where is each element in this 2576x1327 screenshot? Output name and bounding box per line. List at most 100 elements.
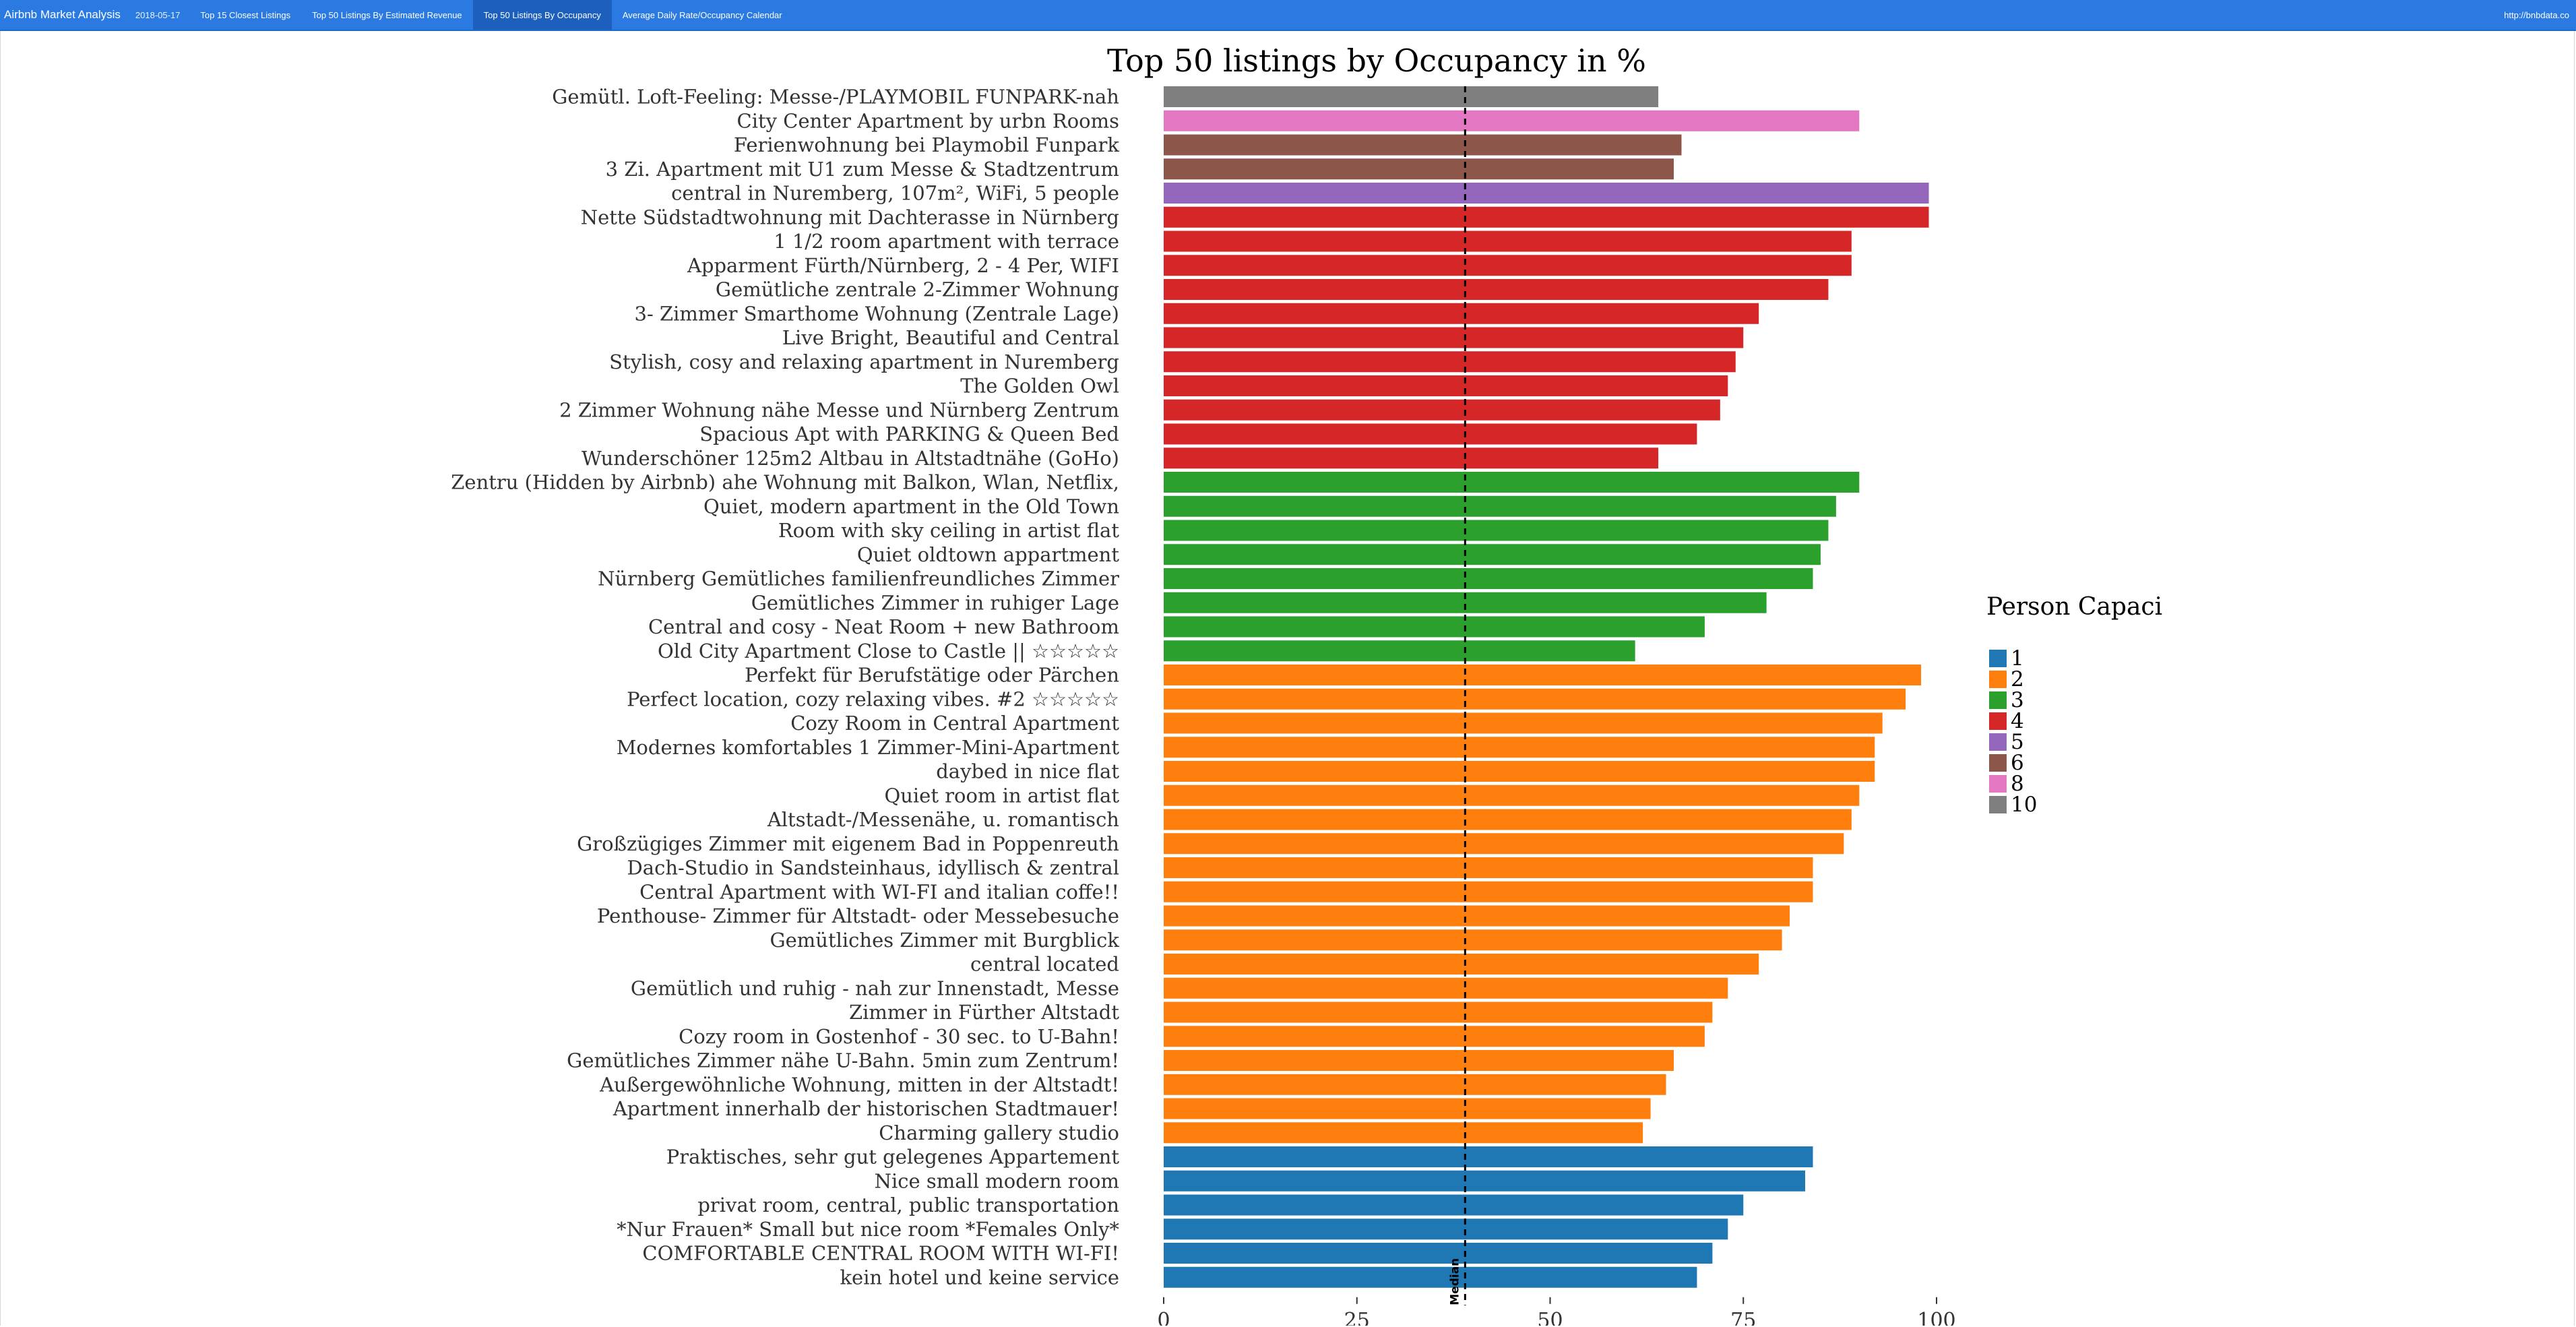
bar <box>1164 279 1829 300</box>
legend-swatch <box>1989 775 2007 793</box>
legend-swatch <box>1989 650 2007 667</box>
median-group: Median <box>1448 86 1466 1305</box>
legend-label: 4 <box>2011 709 2024 733</box>
content-frame <box>0 31 2575 1326</box>
bar-label: Room with sky ceiling in artist flat <box>778 519 1120 542</box>
bar <box>1164 954 1759 975</box>
bar <box>1164 134 1682 156</box>
bar-label: 3- Zimmer Smarthome Wohnung (Zentrale La… <box>635 302 1119 325</box>
bar-label: daybed in nice flat <box>936 760 1119 783</box>
report-date: 2018-05-17 <box>135 9 181 20</box>
bar <box>1164 784 1860 806</box>
bar-label: 1 1/2 room apartment with terrace <box>774 230 1119 253</box>
bar-label: Central and cosy - Neat Room + new Bathr… <box>648 615 1119 638</box>
legend-swatch <box>1989 671 2007 688</box>
bar <box>1164 495 1836 517</box>
bar-label: COMFORTABLE CENTRAL ROOM WITH WI-FI! <box>642 1242 1119 1265</box>
median-label: Median <box>1448 1258 1462 1305</box>
legend-title: Person Capaci <box>1986 593 2162 621</box>
bar-label: Quiet oldtown appartment <box>857 543 1119 566</box>
x-tick-label: 25 <box>1344 1309 1370 1326</box>
bar-label: *Nur Frauen* Small but nice room *Female… <box>617 1218 1119 1241</box>
tab-adr-occupancy-calendar[interactable]: Average Daily Rate/Occupancy Calendar <box>622 9 782 20</box>
x-tick-label: 50 <box>1537 1309 1563 1326</box>
x-tick-label: 100 <box>1917 1309 1955 1326</box>
bar <box>1164 1074 1666 1095</box>
bar-label: Altstadt-/Messenähe, u. romantisch <box>767 808 1119 831</box>
chart-title: Top 50 listings by Occupancy in % <box>1107 42 1646 79</box>
bar <box>1164 1146 1813 1167</box>
bar <box>1164 809 1852 830</box>
bar <box>1164 351 1736 373</box>
bar <box>1164 640 1635 662</box>
legend-swatch <box>1989 691 2007 709</box>
tab-top-15-closest[interactable]: Top 15 Closest Listings <box>200 9 291 20</box>
bar-label: Spacious Apt with PARKING & Queen Bed <box>699 423 1119 445</box>
bar <box>1164 423 1697 445</box>
bar-label: Quiet room in artist flat <box>884 784 1119 807</box>
bar <box>1164 472 1860 493</box>
tab-top-50-revenue[interactable]: Top 50 Listings By Estimated Revenue <box>312 9 462 20</box>
bar-label: Perfect location, cozy relaxing vibes. #… <box>627 687 1119 710</box>
legend-label: 1 <box>2011 646 2024 671</box>
bar <box>1164 905 1790 927</box>
bar <box>1164 86 1659 107</box>
bar-label: Charming gallery studio <box>879 1121 1119 1144</box>
bar <box>1164 1266 1697 1288</box>
bar <box>1164 1170 1806 1192</box>
bar-label: The Golden Owl <box>960 375 1119 398</box>
bar-labels-group: Gemütl. Loft-Feeling: Messe-/PLAYMOBIL F… <box>451 86 1119 1289</box>
bar-label: Apparment Fürth/Nürnberg, 2 - 4 Per, WIF… <box>687 254 1119 277</box>
bar <box>1164 375 1728 396</box>
bar <box>1164 857 1813 878</box>
legend-swatch <box>1989 796 2007 813</box>
bar <box>1164 568 1813 589</box>
bar <box>1164 1026 1705 1047</box>
bar <box>1164 761 1875 782</box>
bar-label: Großzügiges Zimmer mit eigenem Bad in Po… <box>577 832 1119 855</box>
bar-label: Nice small modern room <box>875 1169 1119 1192</box>
top-navbar: Airbnb Market Analysis 2018-05-17 Top 15… <box>0 0 2576 31</box>
bar-label: Gemütliches Zimmer in ruhiger Lage <box>751 591 1119 614</box>
bar-label: Cozy room in Gostenhof - 30 sec. to U-Ba… <box>679 1025 1119 1048</box>
tab-top-50-occupancy[interactable]: Top 50 Listings By Occupancy <box>472 0 612 30</box>
navbar-spacer <box>793 0 2498 30</box>
bar-label: Außergewöhnliche Wohnung, mitten in der … <box>599 1073 1119 1096</box>
legend-label: 6 <box>2011 751 2024 775</box>
bar-label: Perfekt für Berufstätige oder Pärchen <box>745 664 1119 687</box>
bar <box>1164 929 1782 951</box>
bar <box>1164 544 1821 565</box>
bar-label: Nette Südstadtwohnung mit Dachterasse in… <box>581 206 1119 228</box>
bar <box>1164 206 1929 228</box>
bar <box>1164 1122 1643 1144</box>
bar-label: City Center Apartment by urbn Rooms <box>737 109 1119 132</box>
x-axis: 0 25 50 75 100 <box>1157 1297 1956 1326</box>
bar <box>1164 303 1759 324</box>
app-title[interactable]: Airbnb Market Analysis <box>4 8 121 21</box>
site-url-link[interactable]: http://bnbdata.co <box>2504 9 2569 20</box>
bar <box>1164 616 1705 638</box>
bar-label: Central Apartment with WI-FI and italian… <box>639 880 1119 903</box>
legend-label: 3 <box>2011 688 2024 712</box>
bar-label: Nürnberg Gemütliches familienfreundliche… <box>598 567 1119 590</box>
bar-label: Gemütliche zentrale 2-Zimmer Wohnung <box>716 278 1119 301</box>
bar <box>1164 158 1674 180</box>
legend-swatch <box>1989 712 2007 730</box>
bar-label: Modernes komfortables 1 Zimmer-Mini-Apar… <box>617 736 1120 759</box>
bar-label: central in Nuremberg, 107m², WiFi, 5 peo… <box>671 182 1119 205</box>
bar-label: Quiet, modern apartment in the Old Town <box>703 495 1119 518</box>
bar <box>1164 881 1813 902</box>
bar-label: Apartment innerhalb der historischen Sta… <box>612 1097 1119 1120</box>
bar <box>1164 1218 1728 1240</box>
legend-swatch <box>1989 733 2007 751</box>
bar <box>1164 688 1906 710</box>
bar-label: 2 Zimmer Wohnung nähe Messe und Nürnberg… <box>559 398 1119 421</box>
legend-label: 10 <box>2011 793 2037 817</box>
bar-label: Live Bright, Beautiful and Central <box>782 326 1119 349</box>
bar <box>1164 833 1844 855</box>
bar <box>1164 977 1728 999</box>
bar-label: Gemütlich und ruhig - nah zur Innenstadt… <box>631 977 1119 999</box>
bars-group <box>1164 86 1929 1288</box>
bar-label: central located <box>970 953 1119 976</box>
